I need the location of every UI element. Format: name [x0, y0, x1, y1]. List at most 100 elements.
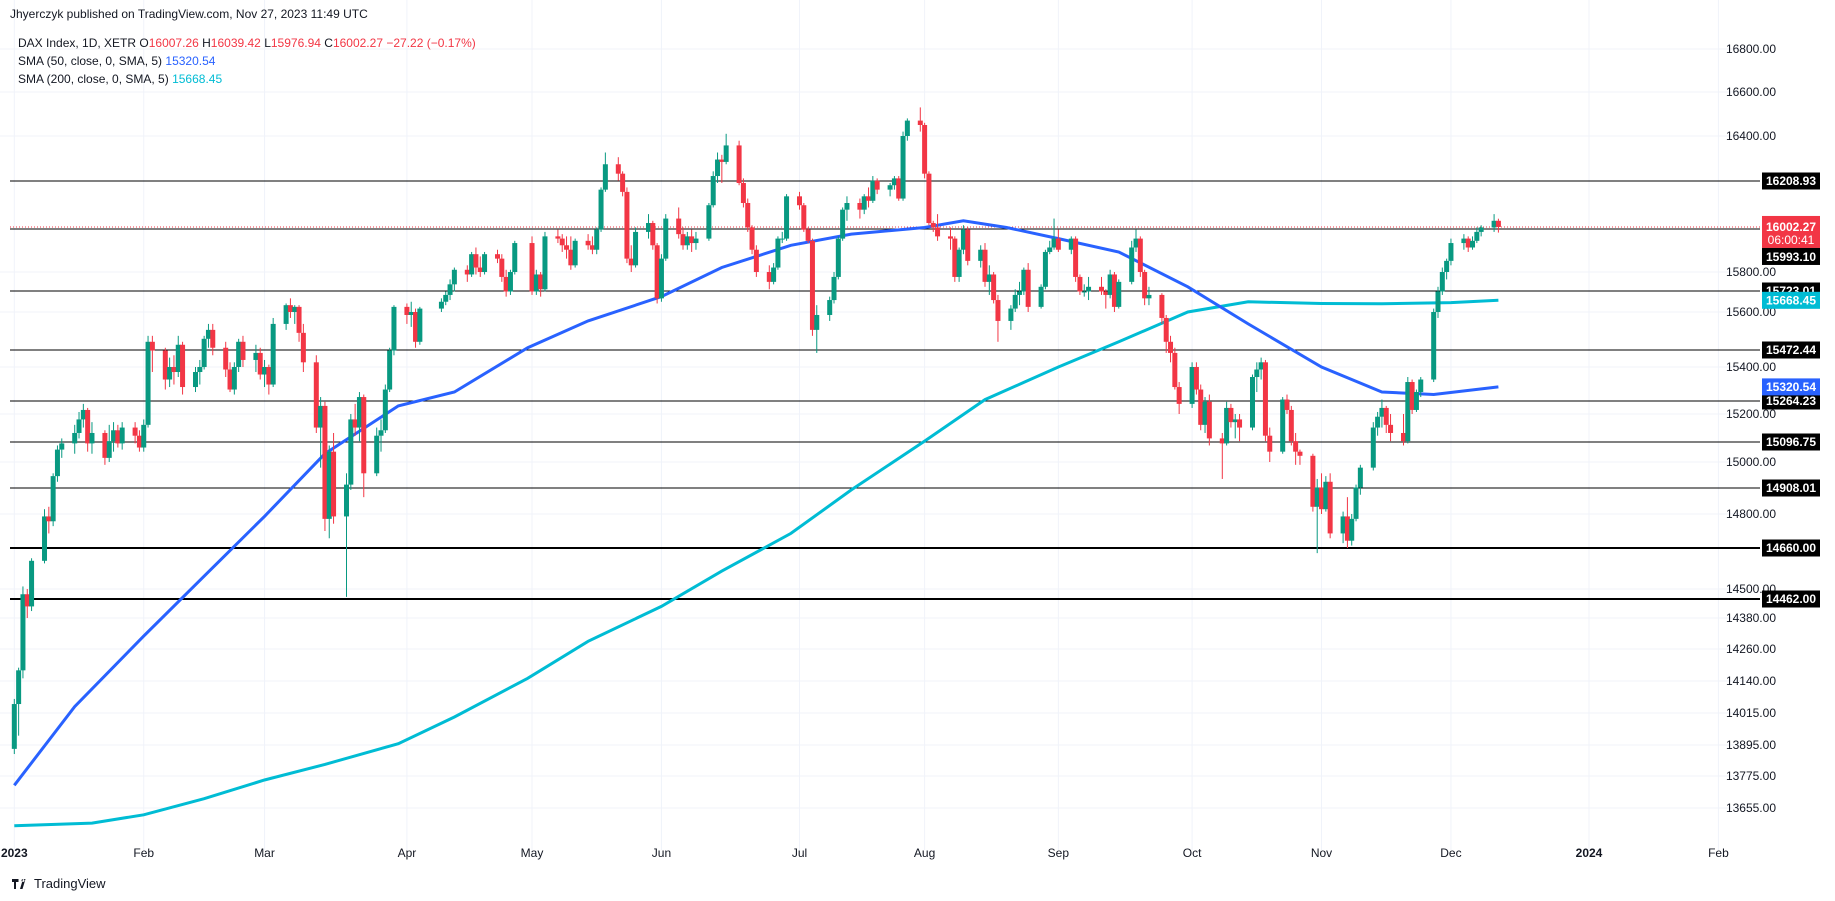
candle	[326, 445, 332, 539]
candle	[1206, 394, 1212, 446]
candle	[533, 269, 539, 295]
candle-body	[745, 203, 751, 228]
sma50-value: 15320.54	[165, 54, 216, 68]
candle-body	[1323, 481, 1329, 510]
price-tick-label: 14140.00	[1726, 674, 1776, 688]
candle	[313, 355, 319, 433]
candle	[469, 251, 475, 277]
candle	[1323, 476, 1329, 512]
candle	[171, 355, 177, 385]
candle	[624, 187, 630, 264]
candle	[784, 194, 790, 241]
legend-sma50-row[interactable]: SMA (50, close, 0, SMA, 5) 15320.54	[18, 52, 476, 70]
candle	[1267, 427, 1273, 462]
candle	[1388, 414, 1394, 442]
candle	[42, 509, 48, 564]
legend-symbol-row[interactable]: DAX Index, 1D, XETR O16007.26 H16039.42 …	[18, 34, 476, 52]
candle	[46, 506, 52, 534]
candle	[978, 245, 984, 268]
candle	[1025, 263, 1031, 312]
candle-body	[555, 236, 561, 239]
candle	[507, 269, 513, 295]
candle	[473, 247, 479, 275]
candle-body	[1047, 247, 1053, 252]
candle-body	[322, 405, 328, 519]
candle	[594, 227, 600, 255]
candle	[809, 238, 815, 336]
candle	[231, 362, 237, 395]
candle-body	[175, 344, 181, 373]
publisher-line: Jhyerczyk published on TradingView.com, …	[10, 7, 368, 21]
candle	[827, 296, 833, 321]
candle	[1098, 276, 1104, 295]
candle	[663, 214, 669, 261]
candle	[654, 243, 660, 304]
candle	[1142, 269, 1148, 306]
candle-body	[162, 350, 168, 380]
candle	[1219, 432, 1225, 479]
candle	[1461, 234, 1467, 250]
candle-body	[102, 432, 108, 458]
chart-grid	[0, 0, 1750, 850]
candle-body	[1418, 379, 1424, 393]
candle-body	[533, 274, 539, 292]
candle-body	[654, 245, 660, 299]
candle	[775, 236, 781, 270]
candle-body	[1055, 238, 1061, 250]
candle-body	[223, 347, 229, 370]
ohlc-key-h: H	[198, 36, 211, 50]
price-tick-label: 16600.00	[1726, 85, 1776, 99]
candle-body	[451, 269, 457, 285]
candle-body	[180, 344, 186, 388]
candle-body	[1435, 291, 1441, 312]
candle	[1405, 377, 1411, 444]
sma200-layer	[14, 298, 1499, 828]
candle-body	[72, 432, 78, 444]
legend-sma200-row[interactable]: SMA (200, close, 0, SMA, 5) 15668.45	[18, 70, 476, 88]
candle	[598, 187, 604, 232]
candle-body	[624, 191, 630, 259]
candle-body	[1193, 367, 1199, 390]
candle	[443, 291, 449, 306]
candle-body	[676, 218, 682, 235]
candle	[874, 178, 880, 195]
price-tick-label: 15200.00	[1726, 407, 1776, 421]
ohlc-value-l: 15976.94	[270, 36, 321, 50]
candle-body	[201, 338, 207, 367]
level-badge: 14660.00	[1766, 541, 1816, 555]
price-tick-label: 15800.00	[1726, 265, 1776, 279]
candle-body	[1461, 238, 1467, 244]
candle	[115, 424, 121, 448]
candle-body	[356, 397, 362, 428]
candle	[1038, 284, 1044, 309]
candle-body	[874, 180, 880, 190]
candle-body	[1470, 240, 1476, 248]
candle	[771, 263, 777, 285]
candle	[1448, 238, 1454, 266]
candle	[408, 301, 414, 327]
candle-body	[1267, 435, 1273, 452]
candle	[1073, 236, 1079, 282]
candle	[572, 238, 578, 268]
chart-legend: DAX Index, 1D, XETR O16007.26 H16039.42 …	[18, 34, 476, 88]
candle	[861, 194, 867, 215]
candles	[11, 107, 1501, 755]
candle-body	[29, 560, 35, 607]
candle-body	[1400, 432, 1406, 442]
candle-body	[1370, 427, 1376, 468]
candle	[1163, 314, 1169, 353]
candle	[227, 362, 233, 393]
candle-body	[991, 274, 997, 301]
candle	[831, 272, 837, 304]
countdown-badge: 06:00:41	[1768, 233, 1815, 247]
candle-body	[1159, 294, 1165, 318]
candle	[102, 430, 108, 465]
candle	[132, 422, 138, 444]
candle	[1370, 422, 1376, 471]
candle-body	[1107, 274, 1113, 295]
candle-body	[1129, 247, 1135, 282]
ohlc-key-c: C	[320, 36, 333, 50]
candle-body	[784, 196, 790, 239]
tradingview-brand[interactable]: TradingView	[12, 876, 106, 891]
